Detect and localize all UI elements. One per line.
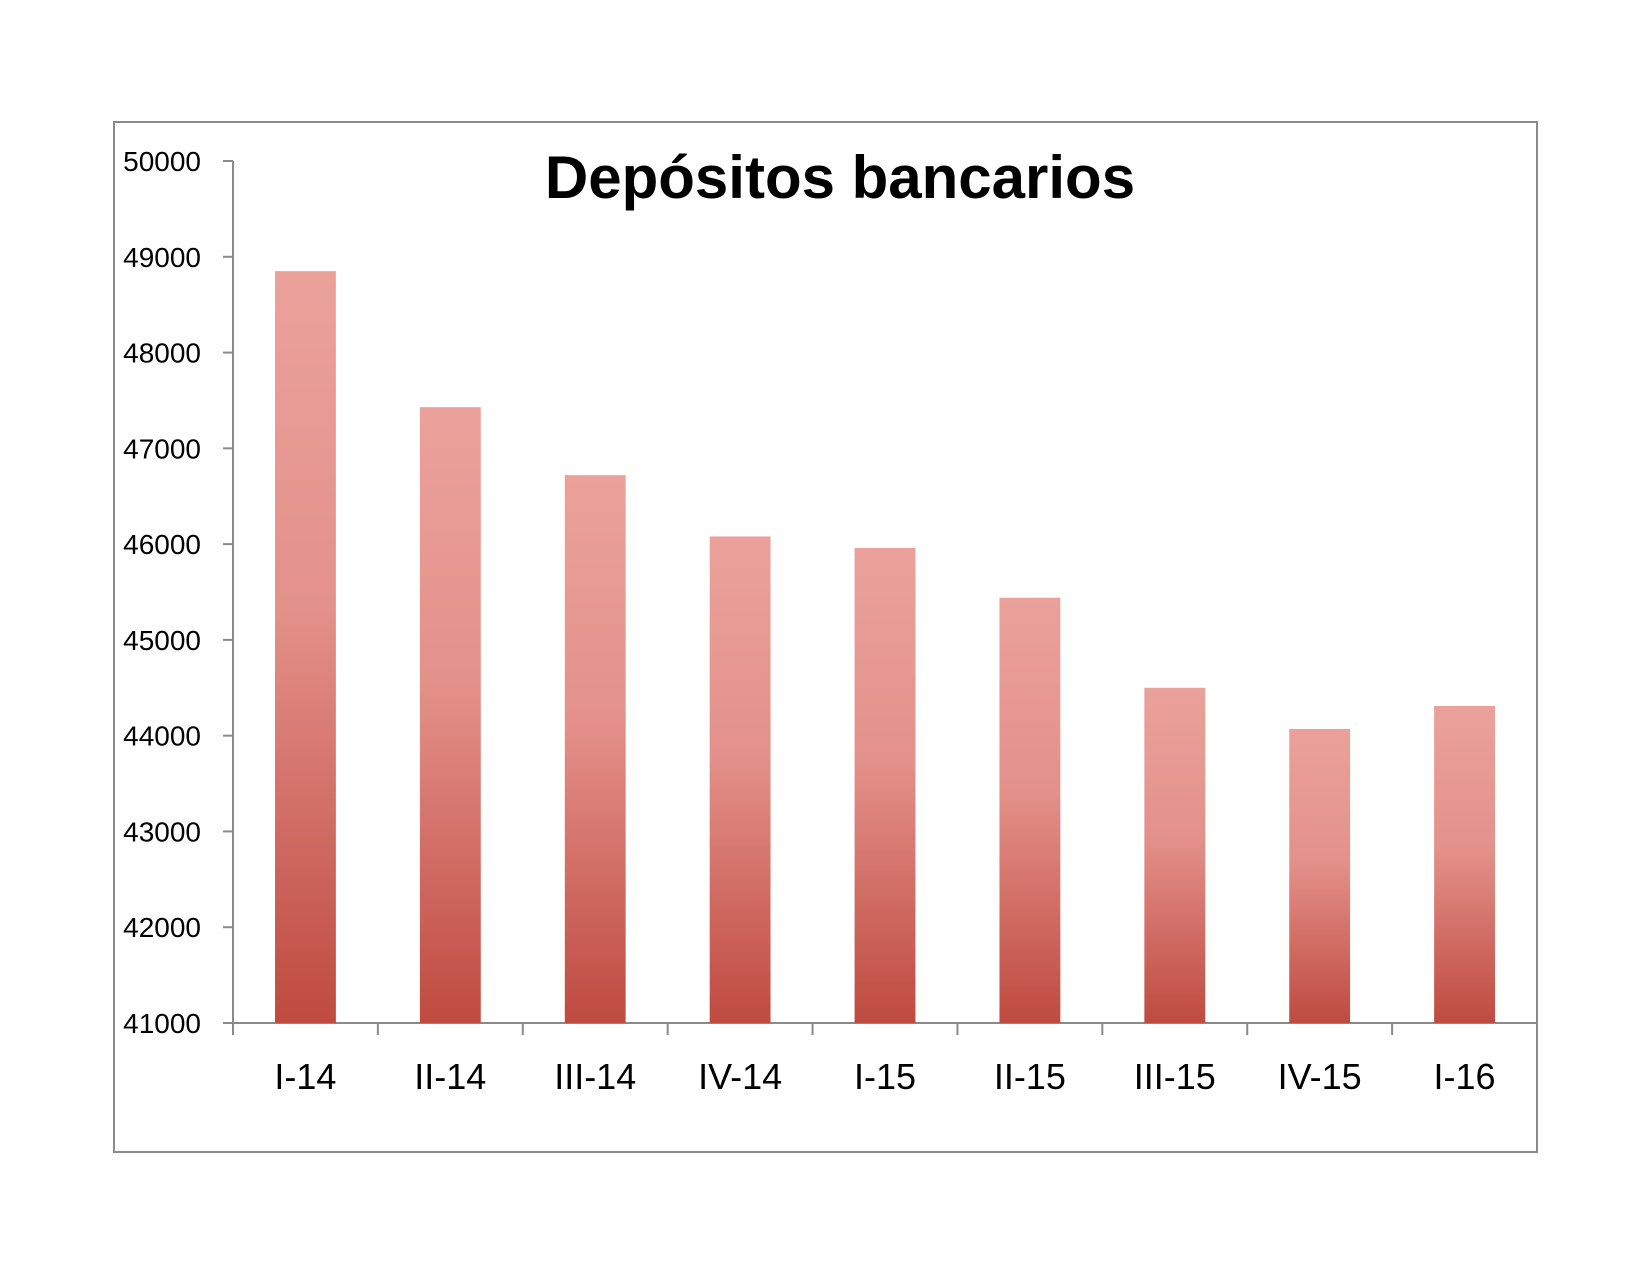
y-tick-label: 45000	[123, 625, 201, 656]
y-tick-label: 46000	[123, 529, 201, 560]
bar-I-14	[275, 271, 336, 1024]
bar-I-16	[1434, 705, 1495, 1023]
bars	[275, 271, 1495, 1024]
y-tick-label: 43000	[123, 816, 201, 847]
x-tick-label: II-15	[994, 1056, 1066, 1097]
x-tick-label: III-15	[1134, 1056, 1216, 1097]
bar-II-14	[419, 407, 481, 1023]
bar-II-15	[999, 597, 1061, 1023]
bar-IV-15	[1289, 728, 1351, 1023]
y-tick-label: 41000	[123, 1008, 201, 1039]
x-tick-label: I-15	[854, 1056, 916, 1097]
x-axis: I-14 II-14 III-14 IV-14 I-15 II-15 III-15 IV-15…	[232, 1022, 1538, 1097]
x-tick-label: II-14	[414, 1056, 486, 1097]
bar-I-15	[854, 547, 916, 1023]
bar-III-14	[564, 475, 626, 1023]
y-tick-label: 48000	[123, 338, 201, 369]
y-axis: 41000 42000 43000 44000 45000 46000 47000 48000…	[123, 146, 234, 1039]
y-tick-label: 44000	[123, 721, 201, 752]
x-tick-label: I-14	[274, 1056, 336, 1097]
x-tick-label: IV-14	[698, 1056, 782, 1097]
bar-III-15	[1144, 687, 1206, 1023]
x-tick-label: III-14	[554, 1056, 636, 1097]
y-tick-label: 49000	[123, 242, 201, 273]
x-tick-label: IV-15	[1278, 1056, 1362, 1097]
y-tick-label: 47000	[123, 433, 201, 464]
chart-title: Depósitos bancarios	[545, 144, 1135, 211]
y-tick-label: 50000	[123, 146, 201, 177]
x-tick-label: I-16	[1434, 1056, 1496, 1097]
y-tick-label: 42000	[123, 912, 201, 943]
bar-IV-14	[709, 536, 771, 1023]
